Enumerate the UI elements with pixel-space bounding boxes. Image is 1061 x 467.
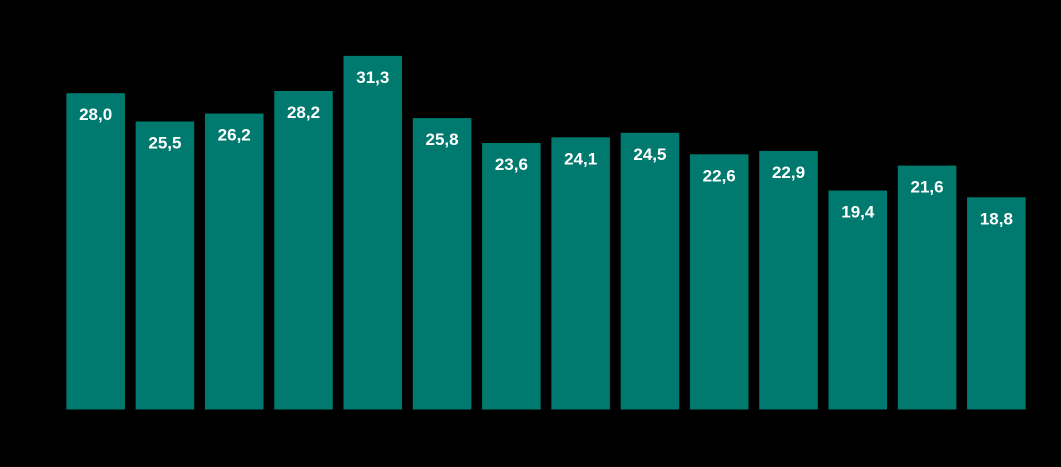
bar-value-label: 28,0 xyxy=(79,105,112,124)
bar-value-label: 25,5 xyxy=(148,133,181,152)
bar-value-label: 19,4 xyxy=(841,203,875,222)
bar xyxy=(759,150,818,410)
bar-value-label: 21,6 xyxy=(911,178,944,197)
bar xyxy=(412,118,472,410)
bar xyxy=(204,113,264,410)
bar xyxy=(828,190,888,410)
bar-value-label: 23,6 xyxy=(495,155,528,174)
bar xyxy=(274,90,333,410)
bar-value-label: 26,2 xyxy=(218,126,251,145)
bar xyxy=(897,165,957,410)
bar-value-label: 28,2 xyxy=(287,103,320,122)
bar xyxy=(482,142,541,411)
unit-label: mln xyxy=(68,24,94,41)
bar-value-label: 22,6 xyxy=(703,166,736,185)
bars-group: 28,0 25,5 26,2 28,2 31,3 25,8 23,6 24,1 24,5 22,6… xyxy=(66,55,1026,411)
bar xyxy=(689,154,749,410)
axis-ticks-group xyxy=(51,13,1031,416)
bar xyxy=(343,55,403,411)
bar-value-label: 24,1 xyxy=(564,149,597,168)
bar-value-label: 18,8 xyxy=(980,209,1013,228)
bar xyxy=(967,197,1026,410)
bar-value-label: 22,9 xyxy=(772,163,805,182)
bar-value-label: 25,8 xyxy=(426,130,459,149)
bar xyxy=(551,137,610,410)
bar xyxy=(66,93,125,410)
bar xyxy=(135,121,195,411)
bar-value-label: 31,3 xyxy=(356,68,389,87)
bar xyxy=(620,132,680,411)
bar-value-label: 24,5 xyxy=(633,145,666,164)
